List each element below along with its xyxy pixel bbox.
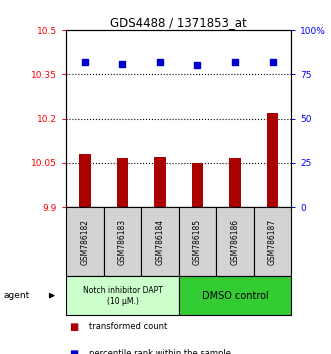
Bar xyxy=(179,276,291,315)
Point xyxy=(232,59,238,65)
Text: GSM786182: GSM786182 xyxy=(80,219,89,264)
Point xyxy=(120,61,125,67)
Bar xyxy=(79,154,91,207)
Title: GDS4488 / 1371853_at: GDS4488 / 1371853_at xyxy=(110,16,247,29)
Bar xyxy=(179,207,216,276)
Bar xyxy=(216,207,254,276)
Text: ■: ■ xyxy=(70,349,79,354)
Text: Notch inhibitor DAPT
(10 μM.): Notch inhibitor DAPT (10 μM.) xyxy=(82,286,163,306)
Text: GSM786185: GSM786185 xyxy=(193,218,202,265)
Bar xyxy=(192,163,203,207)
Bar xyxy=(66,276,179,315)
Bar xyxy=(229,159,241,207)
Bar xyxy=(66,207,104,276)
Bar xyxy=(117,159,128,207)
Text: transformed count: transformed count xyxy=(89,322,167,331)
Bar xyxy=(154,157,166,207)
Text: agent: agent xyxy=(3,291,29,300)
Bar xyxy=(267,113,278,207)
Text: DMSO control: DMSO control xyxy=(202,291,268,301)
Point xyxy=(270,59,275,65)
Point xyxy=(82,59,88,65)
Text: percentile rank within the sample: percentile rank within the sample xyxy=(89,349,231,354)
Point xyxy=(195,63,200,68)
Text: GSM786184: GSM786184 xyxy=(156,218,165,265)
Text: GSM786186: GSM786186 xyxy=(230,218,240,265)
Text: GSM786183: GSM786183 xyxy=(118,218,127,265)
Bar xyxy=(254,207,291,276)
Text: GSM786187: GSM786187 xyxy=(268,218,277,265)
Text: ■: ■ xyxy=(70,322,79,332)
Bar xyxy=(104,207,141,276)
Bar xyxy=(141,207,179,276)
Point xyxy=(157,59,163,65)
